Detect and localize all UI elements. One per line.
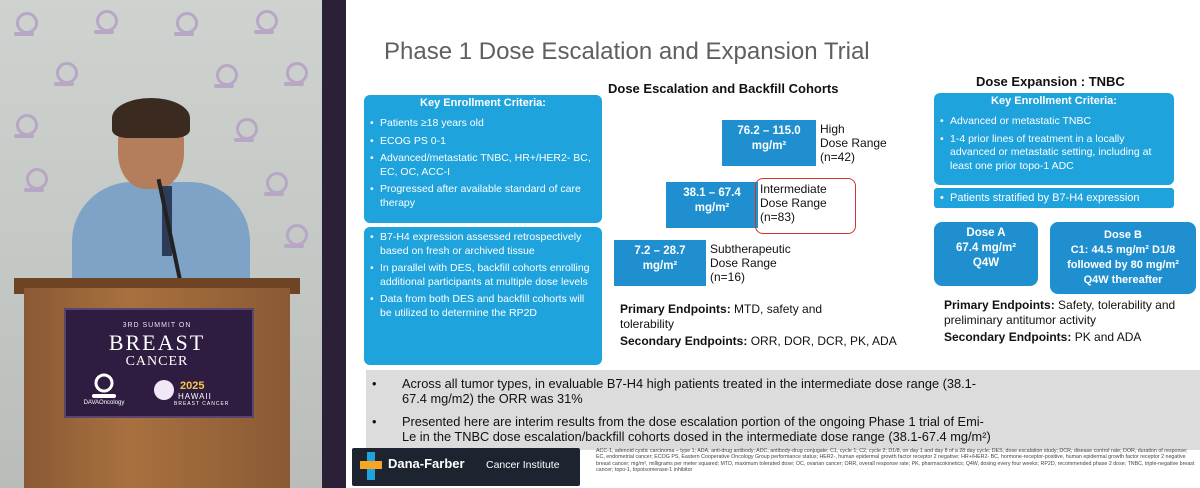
dose-a-box: Dose A 67.4 mg/m² Q4W	[934, 222, 1038, 286]
dose-b-box: Dose B C1: 44.5 mg/m² D1/8 followed by 8…	[1050, 222, 1196, 294]
high-dose-label: High Dose Range (n=42)	[820, 122, 887, 164]
speaker-hair	[112, 98, 190, 138]
dose-n: (n=16)	[710, 270, 746, 284]
pin-logo-icon	[282, 60, 308, 90]
dose-range: 38.1 – 67.4	[683, 187, 741, 199]
banner-hawaii-sub: BREAST CANCER	[174, 401, 230, 407]
pin-logo-icon	[262, 170, 288, 200]
org-suffix: Cancer Institute	[486, 459, 560, 471]
dose-line: Q4W	[972, 257, 1000, 269]
escalation-heading: Dose Escalation and Backfill Cohorts	[608, 81, 839, 96]
expansion-criteria-box: Key Enrollment Criteria: Advanced or met…	[934, 93, 1174, 185]
endpoint-label: Secondary Endpoints:	[620, 334, 748, 348]
slide-title: Phase 1 Dose Escalation and Expansion Tr…	[384, 38, 870, 65]
high-dose-box: 76.2 – 115.0 mg/m²	[722, 120, 816, 166]
note-item: B7-H4 expression assessed retrospectivel…	[370, 231, 594, 258]
org-name: Dana-Farber	[388, 456, 465, 471]
pin-logo-icon	[12, 10, 38, 40]
dose-title: Dose A	[966, 227, 1006, 239]
presentation-slide: Phase 1 Dose Escalation and Expansion Tr…	[346, 0, 1200, 488]
dose-label-line: High	[820, 122, 845, 136]
pin-logo-icon	[232, 116, 258, 146]
escalation-secondary-endpoints: Secondary Endpoints: ORR, DOR, DCR, PK, …	[620, 334, 900, 349]
dav-logo-icon	[92, 373, 116, 398]
speaker-video: 3RD SUMMIT ON BREAST CANCER DAVAOncology…	[0, 0, 322, 488]
dana-farber-logo	[352, 448, 580, 486]
dose-unit: mg/m²	[694, 202, 730, 214]
criteria-item: Advanced or metastatic TNBC	[940, 115, 1164, 129]
note-item: In parallel with DES, backfill cohorts e…	[370, 262, 594, 289]
dose-label-line: Dose Range	[820, 136, 887, 150]
banner-summit-line: 3RD SUMMIT ON	[122, 322, 192, 329]
endpoint-text: PK and ADA	[1074, 330, 1142, 344]
dose-n: (n=42)	[820, 150, 856, 164]
pin-logo-icon	[92, 8, 118, 38]
dose-unit: mg/m²	[642, 260, 678, 272]
dose-label-line: Dose Range	[710, 256, 777, 270]
expansion-secondary-endpoints: Secondary Endpoints: PK and ADA	[944, 330, 1198, 345]
dose-label-line: Intermediate	[760, 182, 827, 196]
stratified-box: Patients stratified by B7-H4 expression	[934, 188, 1174, 208]
pin-logo-icon	[12, 112, 38, 142]
escalation-notes-box: B7-H4 expression assessed retrospectivel…	[364, 227, 602, 365]
banner-cancer: CANCER	[125, 354, 189, 369]
dose-line: 67.4 mg/m²	[955, 242, 1017, 254]
expansion-heading: Dose Expansion : TNBC	[976, 74, 1125, 89]
subtherapeutic-dose-box: 7.2 – 28.7 mg/m²	[614, 240, 706, 286]
dose-unit: mg/m²	[751, 140, 787, 152]
endpoint-text: ORR, DOR, DCR, PK, ADA	[750, 334, 897, 348]
dose-range: 7.2 – 28.7	[634, 245, 686, 257]
endpoint-label: Primary Endpoints:	[620, 302, 731, 316]
criteria-item: ECOG PS 0-1	[370, 135, 594, 149]
banner-year: 2025	[180, 380, 205, 392]
banner-dav: DAVAOncology	[83, 400, 125, 406]
bullet-dot: •	[372, 414, 377, 429]
expansion-primary-endpoints: Primary Endpoints: Safety, tolerability …	[944, 298, 1198, 328]
dose-line: Q4W thereafter	[1083, 274, 1163, 286]
subtherapeutic-dose-label: Subtherapeutic Dose Range (n=16)	[710, 242, 791, 284]
note-item: Data from both DES and backfill cohorts …	[370, 293, 594, 320]
podium-banner	[64, 308, 254, 418]
escalation-primary-endpoints: Primary Endpoints: MTD, safety and toler…	[620, 302, 860, 332]
banner-hawaii: HAWAII	[178, 392, 212, 401]
escalation-criteria-box: Key Enrollment Criteria: Patients ≥18 ye…	[364, 95, 602, 223]
intermediate-highlight	[755, 178, 856, 234]
criteria-title: Key Enrollment Criteria:	[420, 97, 546, 109]
criteria-item: 1-4 prior lines of treatment in a locall…	[940, 133, 1164, 174]
hibiscus-icon	[154, 380, 174, 400]
dose-label-line: Dose Range	[760, 196, 827, 210]
stratified-text: Patients stratified by B7-H4 expression	[940, 188, 1174, 208]
endpoint-text: Safety, tolerability and preliminary ant…	[944, 298, 1176, 327]
criteria-item: Progressed after available standard of c…	[370, 183, 594, 210]
intermediate-dose-box: 38.1 – 67.4 mg/m²	[666, 182, 758, 228]
dose-range: 76.2 – 115.0	[737, 125, 801, 137]
summary-bullets-box	[366, 370, 1200, 450]
pin-logo-icon	[22, 166, 48, 196]
banner-breast: BREAST	[108, 330, 206, 355]
endpoint-label: Primary Endpoints:	[944, 298, 1055, 312]
pin-logo-icon	[252, 8, 278, 38]
dose-line: followed by 80 mg/m²	[1067, 259, 1179, 271]
pin-logo-icon	[282, 222, 308, 252]
summary-bullet: Across all tumor types, in evaluable B7-…	[402, 376, 977, 406]
dose-line: C1: 44.5 mg/m² D1/8	[1070, 244, 1176, 256]
summary-bullet: Presented here are interim results from …	[402, 414, 991, 444]
criteria-item: Advanced/metastatic TNBC, HR+/HER2- BC, …	[370, 152, 594, 179]
pin-logo-icon	[212, 62, 238, 92]
pin-logo-icon	[172, 10, 198, 40]
dose-title: Dose B	[1104, 229, 1142, 241]
abbreviations-footnote: ACC-1, adenoid cystic carcinoma – type 1…	[596, 448, 1195, 474]
criteria-title: Key Enrollment Criteria:	[991, 95, 1117, 107]
dana-farber-cross-icon	[360, 452, 382, 480]
pin-logo-icon	[52, 60, 78, 90]
endpoint-label: Secondary Endpoints:	[944, 330, 1072, 344]
endpoint-text: MTD, safety and tolerability	[620, 302, 823, 331]
bullet-dot: •	[372, 376, 377, 391]
dose-label-line: Subtherapeutic	[710, 242, 791, 256]
criteria-item: Patients ≥18 years old	[370, 117, 594, 131]
dose-n: (n=83)	[760, 210, 796, 224]
intermediate-dose-label: Intermediate Dose Range (n=83)	[760, 182, 827, 224]
